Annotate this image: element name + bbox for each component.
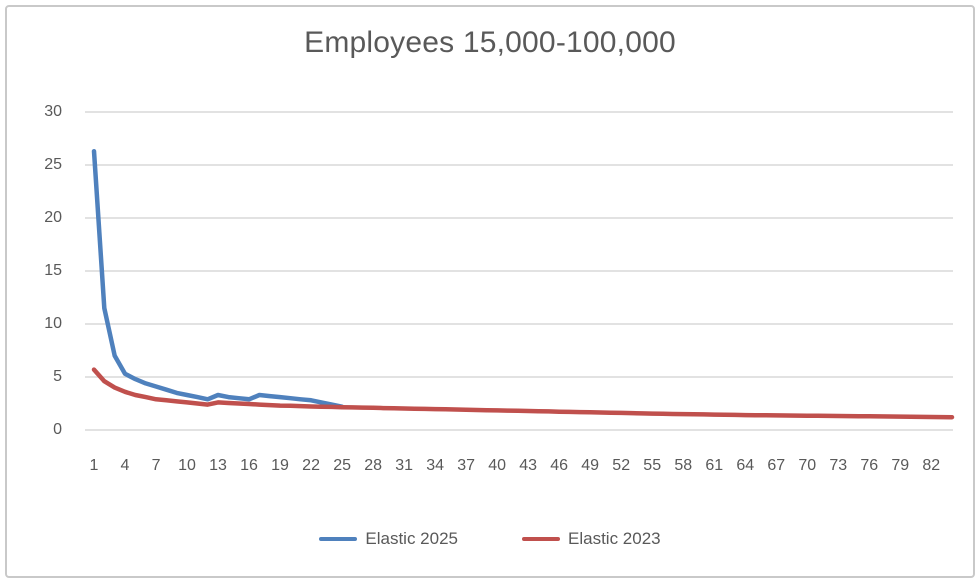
x-tick-label-13: 13 — [209, 457, 227, 474]
x-tick-label-16: 16 — [240, 457, 258, 474]
legend-item-elastic-2023: Elastic 2023 — [522, 529, 661, 549]
x-axis-labels: 1 4 7 10 13 16 19 22 25 28 31 34 37 40 43 46 49 52 55 58 61 6… — [0, 457, 980, 479]
series-line-elastic-2023 — [91, 367, 955, 420]
y-tick-label-5: 5 — [53, 368, 62, 385]
x-tick-label-34: 34 — [426, 457, 445, 474]
legend-item-elastic-2025: Elastic 2025 — [319, 529, 458, 549]
y-tick-label-20: 20 — [44, 209, 62, 226]
y-tick-label-0: 0 — [53, 421, 62, 438]
y-tick-label-25: 25 — [44, 156, 62, 173]
x-tick-label-40: 40 — [488, 457, 507, 474]
y-tick-label-10: 10 — [44, 315, 62, 332]
y-tick-label-30: 30 — [44, 103, 62, 120]
x-tick-label-70: 70 — [798, 457, 817, 474]
chart-title: Employees 15,000-100,000 — [304, 26, 676, 59]
x-tick-label-4: 4 — [120, 457, 130, 474]
x-tick-label-37: 37 — [457, 457, 476, 474]
x-tick-label-52: 52 — [612, 457, 631, 474]
x-tick-label-10: 10 — [178, 457, 196, 474]
y-axis-labels: 0 5 10 15 20 25 30 — [18, 0, 62, 460]
legend-swatch-elastic-2025 — [319, 537, 358, 541]
x-tick-label-43: 43 — [519, 457, 538, 474]
x-tick-label-46: 46 — [550, 457, 569, 474]
x-tick-label-64: 64 — [736, 457, 755, 474]
x-tick-label-55: 55 — [643, 457, 662, 474]
x-tick-label-58: 58 — [674, 457, 693, 474]
legend-swatch-elastic-2023 — [522, 537, 560, 541]
x-tick-label-73: 73 — [829, 457, 848, 474]
x-tick-label-76: 76 — [860, 457, 879, 474]
x-tick-label-28: 28 — [364, 457, 382, 474]
x-tick-label-7: 7 — [151, 457, 161, 474]
x-tick-label-67: 67 — [767, 457, 786, 474]
x-tick-label-61: 61 — [705, 457, 724, 474]
chart-border — [5, 5, 975, 578]
x-tick-label-19: 19 — [271, 457, 289, 474]
series-line-elastic-2025 — [91, 148, 345, 409]
x-tick-label-79: 79 — [891, 457, 910, 474]
legend: Elastic 2025 Elastic 2023 — [0, 526, 980, 552]
x-tick-label-31: 31 — [395, 457, 413, 474]
legend-label-elastic-2023: Elastic 2023 — [568, 529, 661, 548]
x-tick-label-1: 1 — [89, 457, 99, 474]
x-tick-label-25: 25 — [333, 457, 351, 474]
x-tick-label-82: 82 — [922, 457, 941, 474]
x-tick-label-49: 49 — [581, 457, 600, 474]
x-tick-label-22: 22 — [302, 457, 320, 474]
legend-label-elastic-2025: Elastic 2025 — [365, 529, 458, 548]
y-tick-label-15: 15 — [44, 262, 62, 279]
